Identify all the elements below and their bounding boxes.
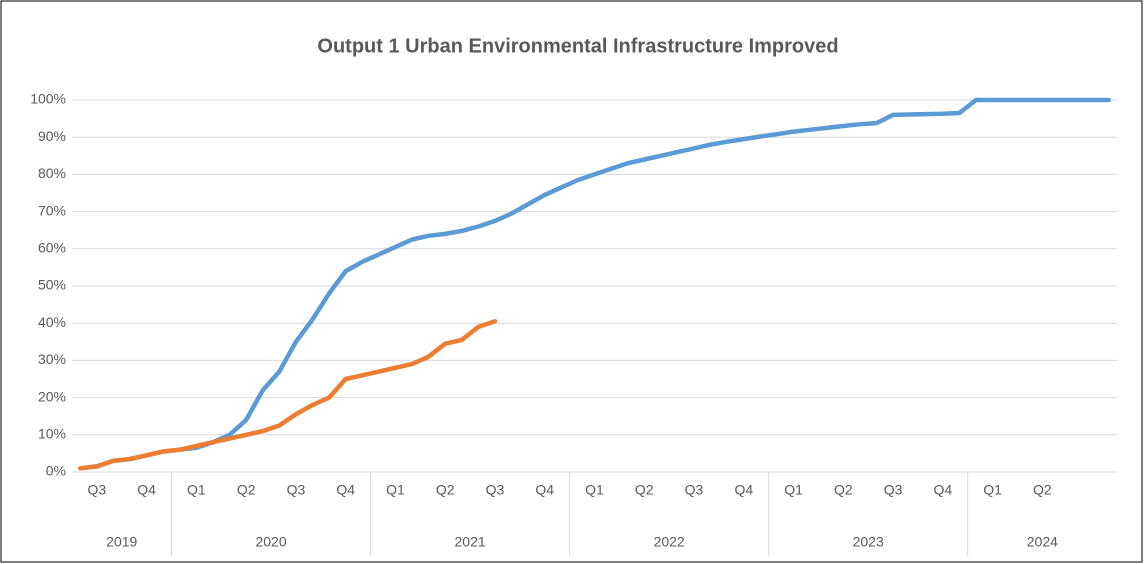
x-tick-label: Q2 [436,482,455,498]
x-tick-label: Q1 [187,482,206,498]
x-tick-label: Q3 [287,482,306,498]
x-tick-label: Q3 [685,482,704,498]
series-line [78,319,498,471]
series-line [78,97,1111,471]
y-tick-label: 50% [38,277,66,293]
x-tick-label: Q1 [983,482,1002,498]
x-tick-label: Q4 [734,482,753,498]
x-group-label: 2024 [1027,534,1058,550]
x-tick-label: Q2 [635,482,654,498]
x-group-label: 2023 [853,534,884,550]
x-group-label: 2022 [654,534,685,550]
x-group-label: 2019 [106,534,137,550]
y-tick-label: 100% [30,91,66,107]
x-tick-label: Q4 [933,482,952,498]
y-tick-label: 40% [38,314,66,330]
x-tick-label: Q1 [386,482,405,498]
y-tick-label: 60% [38,240,66,256]
y-tick-label: 70% [38,202,66,218]
x-tick-label: Q3 [884,482,903,498]
x-tick-label: Q3 [88,482,107,498]
y-tick-label: 0% [46,463,66,479]
x-tick-label: Q1 [585,482,604,498]
y-tick-label: 30% [38,351,66,367]
x-tick-label: Q2 [237,482,256,498]
y-tick-label: 20% [38,388,66,404]
x-tick-label: Q3 [486,482,505,498]
x-tick-label: Q1 [784,482,803,498]
y-tick-label: 90% [38,128,66,144]
y-tick-label: 10% [38,426,66,442]
x-tick-label: Q2 [1033,482,1052,498]
x-tick-label: Q4 [535,482,554,498]
y-tick-label: 80% [38,165,66,181]
x-tick-label: Q4 [336,482,355,498]
x-group-label: 2020 [255,534,286,550]
x-tick-label: Q2 [834,482,853,498]
x-group-label: 2021 [455,534,486,550]
x-tick-label: Q4 [137,482,156,498]
chart-title: Output 1 Urban Environmental Infrastruct… [317,35,838,57]
